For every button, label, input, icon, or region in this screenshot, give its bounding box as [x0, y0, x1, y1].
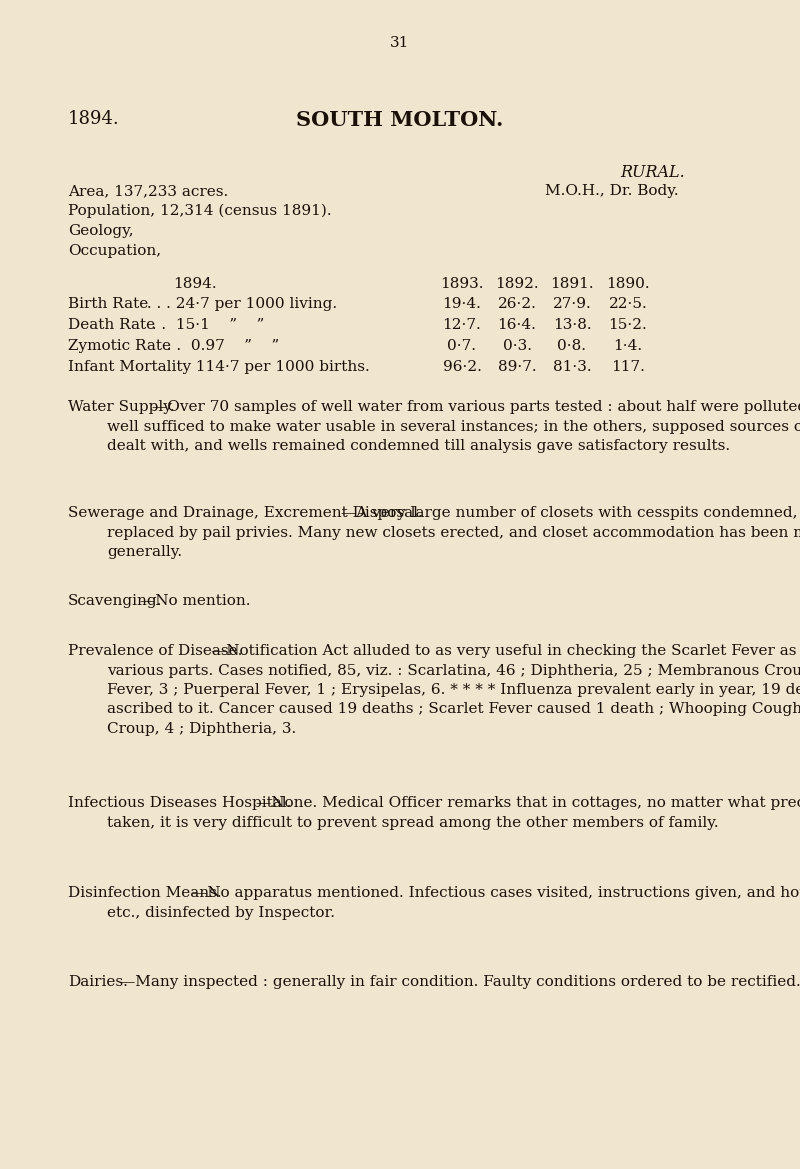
Text: 22·5.: 22·5. — [609, 297, 647, 311]
Text: Geology,: Geology, — [68, 224, 134, 238]
Text: 1·4.: 1·4. — [614, 339, 642, 353]
Text: well sufficed to make water usable in several instances; in the others, supposed: well sufficed to make water usable in se… — [107, 420, 800, 434]
Text: Prevalence of Disease.: Prevalence of Disease. — [68, 644, 242, 658]
Text: 0·8.: 0·8. — [558, 339, 586, 353]
Text: Water Supply.: Water Supply. — [68, 400, 174, 414]
Text: Disinfection Means.: Disinfection Means. — [68, 886, 222, 900]
Text: Sewerage and Drainage, Excrement Disposal.: Sewerage and Drainage, Excrement Disposa… — [68, 506, 422, 520]
Text: replaced by pail privies. Many new closets erected, and closet accommodation has: replaced by pail privies. Many new close… — [107, 526, 800, 540]
Text: etc., disinfected by Inspector.: etc., disinfected by Inspector. — [107, 906, 335, 920]
Text: 19·4.: 19·4. — [442, 297, 482, 311]
Text: —No mention.: —No mention. — [139, 594, 250, 608]
Text: generally.: generally. — [107, 545, 182, 559]
Text: 117.: 117. — [611, 360, 645, 374]
Text: Infant Mortality: Infant Mortality — [68, 360, 191, 374]
Text: —A very large number of closets with cesspits condemned, and: —A very large number of closets with ces… — [341, 506, 800, 520]
Text: Occupation,: Occupation, — [68, 244, 161, 258]
Text: ascribed to it. Cancer caused 19 deaths ; Scarlet Fever caused 1 death ; Whoopin: ascribed to it. Cancer caused 19 deaths … — [107, 703, 800, 717]
Text: RURAL.: RURAL. — [620, 164, 685, 181]
Text: 26·2.: 26·2. — [498, 297, 537, 311]
Text: —No apparatus mentioned. Infectious cases visited, instructions given, and house: —No apparatus mentioned. Infectious case… — [191, 886, 800, 900]
Text: 89·7.: 89·7. — [498, 360, 536, 374]
Text: Scavenging.: Scavenging. — [68, 594, 162, 608]
Text: 13·8.: 13·8. — [553, 318, 591, 332]
Text: 16·4.: 16·4. — [498, 318, 537, 332]
Text: Population, 12,314 (census 1891).: Population, 12,314 (census 1891). — [68, 205, 332, 219]
Text: Croup, 4 ; Diphtheria, 3.: Croup, 4 ; Diphtheria, 3. — [107, 722, 296, 736]
Text: —Notification Act alluded to as very useful in checking the Scarlet Fever as it : —Notification Act alluded to as very use… — [211, 644, 800, 658]
Text: 1890.: 1890. — [606, 277, 650, 291]
Text: dealt with, and wells remained condemned till analysis gave satisfactory results: dealt with, and wells remained condemned… — [107, 440, 730, 454]
Text: 15·2.: 15·2. — [609, 318, 647, 332]
Text: 0·7.: 0·7. — [447, 339, 477, 353]
Text: various parts. Cases notified, 85, viz. : Scarlatina, 46 ; Diphtheria, 25 ; Memb: various parts. Cases notified, 85, viz. … — [107, 664, 800, 678]
Text: 1891.: 1891. — [550, 277, 594, 291]
Text: 96·2.: 96·2. — [442, 360, 482, 374]
Text: 0·3.: 0·3. — [502, 339, 531, 353]
Text: Area, 137,233 acres.: Area, 137,233 acres. — [68, 184, 228, 198]
Text: Fever, 3 ; Puerperal Fever, 1 ; Erysipelas, 6. * * * * Influenza prevalent early: Fever, 3 ; Puerperal Fever, 1 ; Erysipel… — [107, 683, 800, 697]
Text: . .  15·1    ”    ”: . . 15·1 ” ” — [142, 318, 264, 332]
Text: SOUTH MOLTON.: SOUTH MOLTON. — [296, 110, 504, 130]
Text: 1894.: 1894. — [173, 277, 217, 291]
Text: —None. Medical Officer remarks that in cottages, no matter what precautions are: —None. Medical Officer remarks that in c… — [257, 796, 800, 810]
Text: —Over 70 samples of well water from various parts tested : about half were pollu: —Over 70 samples of well water from vari… — [153, 400, 800, 414]
Text: 81·3.: 81·3. — [553, 360, 591, 374]
Text: 1892.: 1892. — [495, 277, 539, 291]
Text: —Many inspected : generally in fair condition. Faulty conditions ordered to be r: —Many inspected : generally in fair cond… — [120, 975, 800, 989]
Text: 114·7 per 1000 births.: 114·7 per 1000 births. — [186, 360, 370, 374]
Text: Death Rate: Death Rate — [68, 318, 155, 332]
Text: 27·9.: 27·9. — [553, 297, 591, 311]
Text: Birth Rate: Birth Rate — [68, 297, 148, 311]
Text: 12·7.: 12·7. — [442, 318, 482, 332]
Text: Dairies.: Dairies. — [68, 975, 128, 989]
Text: . .  0.97    ”    ”: . . 0.97 ” ” — [157, 339, 279, 353]
Text: 1893.: 1893. — [440, 277, 484, 291]
Text: M.O.H., Dr. Body.: M.O.H., Dr. Body. — [545, 184, 678, 198]
Text: Zymotic Rate: Zymotic Rate — [68, 339, 171, 353]
Text: 31: 31 — [390, 36, 410, 50]
Text: . . . 24·7 per 1000 living.: . . . 24·7 per 1000 living. — [142, 297, 337, 311]
Text: 1894.: 1894. — [68, 110, 120, 127]
Text: Infectious Diseases Hospital.: Infectious Diseases Hospital. — [68, 796, 291, 810]
Text: taken, it is very difficult to prevent spread among the other members of family.: taken, it is very difficult to prevent s… — [107, 816, 718, 830]
